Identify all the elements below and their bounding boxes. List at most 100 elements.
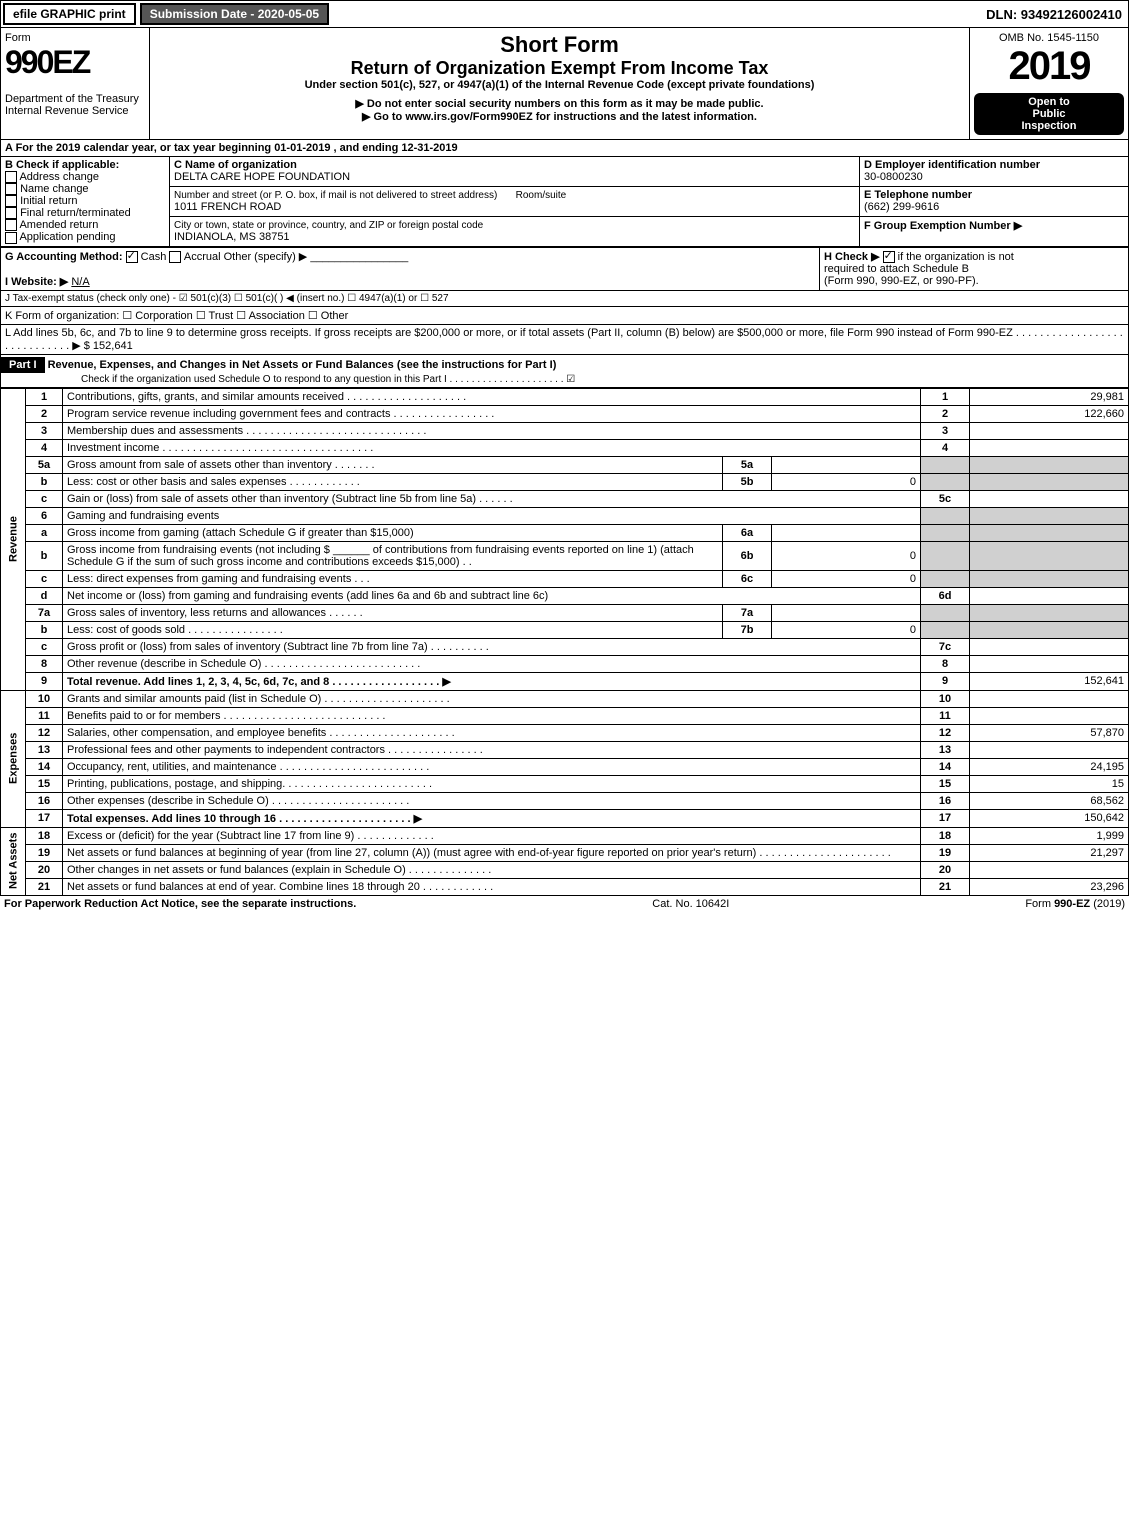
part-i-table: Revenue 1Contributions, gifts, grants, a… xyxy=(0,388,1129,896)
line-12-amount: 57,870 xyxy=(970,724,1129,741)
line-15-amount: 15 xyxy=(970,775,1129,792)
line-21-desc: Net assets or fund balances at end of ye… xyxy=(63,878,921,895)
line-7a-sub: 7a xyxy=(723,604,772,621)
block-b-label: B Check if applicable: xyxy=(5,159,119,171)
line-11-desc: Benefits paid to or for members . . . . … xyxy=(63,707,921,724)
line-7b-subval: 0 xyxy=(772,621,921,638)
line-4-ref: 4 xyxy=(921,439,970,456)
line-9-ref: 9 xyxy=(921,672,970,690)
line-20-ref: 20 xyxy=(921,861,970,878)
line-21-ref: 21 xyxy=(921,878,970,895)
website-label: I Website: ▶ xyxy=(5,276,68,288)
line-17-amount: 150,642 xyxy=(970,809,1129,827)
line-5a-subval xyxy=(772,456,921,473)
part-i-heading: Revenue, Expenses, and Changes in Net As… xyxy=(48,359,557,371)
line-3-desc: Membership dues and assessments . . . . … xyxy=(63,422,921,439)
accounting-method-label: G Accounting Method: xyxy=(5,251,123,263)
other-specify-label: Other (specify) ▶ xyxy=(224,251,308,263)
line-7c-amount xyxy=(970,638,1129,655)
form-of-org: K Form of organization: ☐ Corporation ☐ … xyxy=(1,306,1129,324)
part-i-label: Part I xyxy=(1,357,45,373)
h-text1: if the organization is not xyxy=(898,251,1014,263)
line-14-ref: 14 xyxy=(921,758,970,775)
line-7c-desc: Gross profit or (loss) from sales of inv… xyxy=(63,638,921,655)
line-19-ref: 19 xyxy=(921,844,970,861)
name-change-checkbox[interactable] xyxy=(5,183,17,195)
line-4-desc: Investment income . . . . . . . . . . . … xyxy=(63,439,921,456)
line-1-amount: 29,981 xyxy=(970,388,1129,405)
cash-checkbox[interactable] xyxy=(126,251,138,263)
accrual-checkbox[interactable] xyxy=(169,251,181,263)
h-checkbox[interactable] xyxy=(883,251,895,263)
line-7c-ref: 7c xyxy=(921,638,970,655)
application-pending-checkbox[interactable] xyxy=(5,232,17,244)
line-13-amount xyxy=(970,741,1129,758)
paperwork-notice: For Paperwork Reduction Act Notice, see … xyxy=(4,898,356,910)
ein-value: 30-0800230 xyxy=(864,171,923,183)
line-5c-desc: Gain or (loss) from sale of assets other… xyxy=(63,490,921,507)
line-7b-desc: Less: cost of goods sold . . . . . . . .… xyxy=(63,621,723,638)
line-20-amount xyxy=(970,861,1129,878)
initial-return-checkbox[interactable] xyxy=(5,195,17,207)
line-6a-subval xyxy=(772,524,921,541)
initial-return-label: Initial return xyxy=(20,195,77,207)
line-19-desc: Net assets or fund balances at beginning… xyxy=(63,844,921,861)
street-label: Number and street (or P. O. box, if mail… xyxy=(174,190,497,201)
amended-return-checkbox[interactable] xyxy=(5,219,17,231)
group-exemption-label: F Group Exemption Number ▶ xyxy=(864,220,1022,232)
street-value: 1011 FRENCH ROAD xyxy=(174,201,281,213)
ein-label: D Employer identification number xyxy=(864,159,1040,171)
city-value: INDIANOLA, MS 38751 xyxy=(174,231,290,243)
line-15-desc: Printing, publications, postage, and shi… xyxy=(63,775,921,792)
h-text3: (Form 990, 990-EZ, or 990-PF). xyxy=(824,275,979,287)
line-6c-sub: 6c xyxy=(723,570,772,587)
ssn-warning: ▶ Do not enter social security numbers o… xyxy=(154,97,965,110)
line-7a-subval xyxy=(772,604,921,621)
line-11-amount xyxy=(970,707,1129,724)
line-17-desc: Total expenses. Add lines 10 through 16 … xyxy=(63,809,921,827)
line-5c-ref: 5c xyxy=(921,490,970,507)
line-3-ref: 3 xyxy=(921,422,970,439)
line-5b-sub: 5b xyxy=(723,473,772,490)
net-assets-side-label: Net Assets xyxy=(1,827,26,895)
goto-link[interactable]: ▶ Go to www.irs.gov/Form990EZ for instru… xyxy=(154,110,965,123)
line-6c-desc: Less: direct expenses from gaming and fu… xyxy=(63,570,723,587)
line-5a-desc: Gross amount from sale of assets other t… xyxy=(63,456,723,473)
cat-no: Cat. No. 10642I xyxy=(652,898,729,910)
line-9-desc: Total revenue. Add lines 1, 2, 3, 4, 5c,… xyxy=(63,672,921,690)
address-change-checkbox[interactable] xyxy=(5,171,17,183)
title-short-form: Short Form xyxy=(154,32,965,58)
ghijkl-table: G Accounting Method: Cash Accrual Other … xyxy=(0,247,1129,355)
line-8-desc: Other revenue (describe in Schedule O) .… xyxy=(63,655,921,672)
final-return-checkbox[interactable] xyxy=(5,207,17,219)
line-4-amount xyxy=(970,439,1129,456)
line-8-ref: 8 xyxy=(921,655,970,672)
line-15-ref: 15 xyxy=(921,775,970,792)
title-section: Under section 501(c), 527, or 4947(a)(1)… xyxy=(154,79,965,91)
h-label: H Check ▶ xyxy=(824,251,880,263)
line-5b-desc: Less: cost or other basis and sales expe… xyxy=(63,473,723,490)
line-17-ref: 17 xyxy=(921,809,970,827)
line-6b-sub: 6b xyxy=(723,541,772,570)
line-20-desc: Other changes in net assets or fund bala… xyxy=(63,861,921,878)
submission-date-button[interactable]: Submission Date - 2020-05-05 xyxy=(140,3,329,25)
line-6-desc: Gaming and fundraising events xyxy=(63,507,921,524)
expenses-side-label: Expenses xyxy=(1,690,26,827)
line-6d-amount xyxy=(970,587,1129,604)
dln-text: DLN: 93492126002410 xyxy=(986,7,1128,22)
line-2-desc: Program service revenue including govern… xyxy=(63,405,921,422)
dept-treasury: Department of the Treasury xyxy=(5,93,139,105)
line-10-amount xyxy=(970,690,1129,707)
line-12-ref: 12 xyxy=(921,724,970,741)
line-10-ref: 10 xyxy=(921,690,970,707)
line-16-desc: Other expenses (describe in Schedule O) … xyxy=(63,792,921,809)
part-i-header-row: Part I Revenue, Expenses, and Changes in… xyxy=(0,355,1129,388)
website-value: N/A xyxy=(71,276,89,288)
line-6a-sub: 6a xyxy=(723,524,772,541)
line-9-amount: 152,641 xyxy=(970,672,1129,690)
topbar: efile GRAPHIC print Submission Date - 20… xyxy=(0,0,1129,27)
form-ref: Form 990-EZ (2019) xyxy=(1025,898,1125,910)
identity-table: B Check if applicable: Address change Na… xyxy=(0,156,1129,247)
footer: For Paperwork Reduction Act Notice, see … xyxy=(0,896,1129,912)
efile-print-button[interactable]: efile GRAPHIC print xyxy=(3,3,136,25)
